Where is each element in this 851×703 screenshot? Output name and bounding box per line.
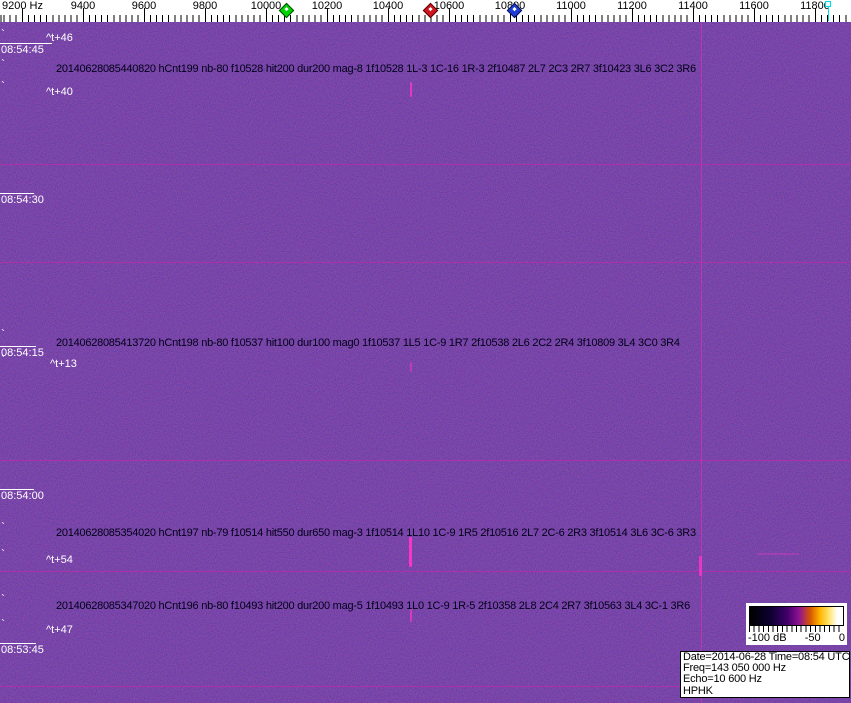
ruler-major-tick [83,8,84,22]
edge-tick-mark: ` [1,57,5,71]
time-gridline [0,460,851,461]
color-scale-labels: -100 dB -50 0 [746,632,847,644]
meteor-echo-mark [409,537,412,567]
meteor-echo-mark [410,82,412,97]
ruler-major-tick [754,8,755,22]
time-tick-line [0,489,34,490]
ruler-tick-label: 10400 [372,0,404,12]
time-tick-line [0,43,52,44]
ruler-major-tick [144,8,145,22]
meteor-log-line: 20140628085347020 hCnt196 nb-80 f10493 h… [56,600,690,612]
meteor-echo-mark [410,609,412,622]
time-tick-line [0,346,36,347]
time-label: 08:54:30 [1,194,44,206]
ruler-tick-label: 9800 [192,0,218,12]
time-gridline [0,262,851,263]
observation-info-box: Date=2014-06-28 Time=08:54 UTC Freq=143 … [680,651,850,698]
ruler-major-tick [693,8,694,22]
color-scale-ticks [749,626,843,632]
time-gridline [0,571,851,572]
time-gridline [0,686,851,687]
ruler-tick-label: 11000 [556,0,586,12]
meteor-echo-mark [410,362,412,372]
ruler-major-tick [266,8,267,22]
ruler-major-tick [205,8,206,22]
db-color-scale: -100 dB -50 0 [746,603,847,645]
edge-tick-mark: ` [1,79,5,93]
edge-tick-mark: ` [1,592,5,606]
edge-tick-mark: ` [1,353,5,367]
edge-tick-mark: ` [1,27,5,41]
meteor-log-line: 20140628085413720 hCnt198 nb-80 f10537 h… [56,337,680,349]
info-station-line: HPHK [683,684,713,697]
db-max-label: 0 [838,632,845,644]
time-offset-label: ^t+47 [46,624,73,636]
ruler-major-tick [22,8,23,22]
ruler-major-tick [632,8,633,22]
meteor-log-line: 20140628085440820 hCnt199 nb-80 f10528 h… [56,63,696,75]
time-tick-line [0,193,34,194]
ruler-tick-label: 10000 [250,0,282,12]
edge-tick-mark: ` [1,327,5,341]
time-tick-line [0,643,36,644]
spectrogram-noise [0,22,851,703]
ruler-major-tick [388,8,389,22]
frequency-ruler: 9200 Hz 9400 9600 9800 10000 10200 10400 10600 1… [0,0,851,22]
info-freq-line: Freq=143 050 000 Hz [683,662,786,675]
ruler-tick-label: 9400 [70,0,96,12]
time-offset-label: ^t+46 [46,32,73,44]
edge-tick-mark: ` [1,520,5,534]
meteor-echo-mark [699,556,702,576]
db-mid-label: -50 [804,632,821,644]
ruler-tick-label: 11200 [617,0,647,12]
carrier-signal-line [701,22,702,703]
info-date-line: Date=2014-06-28 Time=08:54 UTC [683,651,850,663]
meteor-log-line: 20140628085354020 hCnt197 nb-79 f10514 h… [56,527,696,539]
meteor-echo-mark [757,553,799,555]
time-gridline [0,164,851,165]
ruler-major-tick [449,8,450,22]
ruler-minor-ticks [0,15,851,22]
ruler-tick-label: 9600 [131,0,157,12]
time-label: 08:54:15 [1,347,44,359]
ruler-tick-label: 11600 [739,0,769,12]
ruler-major-tick [327,8,328,22]
ruler-tick-label: 11400 [678,0,708,12]
ruler-tick-label: 10600 [433,0,465,12]
db-min-label: -100 dB [748,632,787,644]
ruler-tick-label: 10200 [311,0,343,12]
edge-tick-mark: ` [1,547,5,561]
time-label: 08:54:00 [1,490,44,502]
ruler-tick-label: 11800 [800,0,830,12]
edge-tick-mark: ` [1,617,5,631]
time-offset-label: ^t+13 [50,358,77,370]
color-gradient-bar [749,606,844,626]
info-echo-line: Echo=10 600 Hz [683,673,762,686]
ruler-major-tick [571,8,572,22]
ruler-tick-label: 9200 Hz [2,0,43,12]
time-offset-label: ^t+40 [46,86,73,98]
time-label: 08:54:45 [1,44,44,56]
time-offset-label: ^t+54 [46,554,73,566]
cyan-cursor-marker-line [828,6,829,21]
time-label: 08:53:45 [1,644,44,656]
ruler-major-tick [815,8,816,22]
